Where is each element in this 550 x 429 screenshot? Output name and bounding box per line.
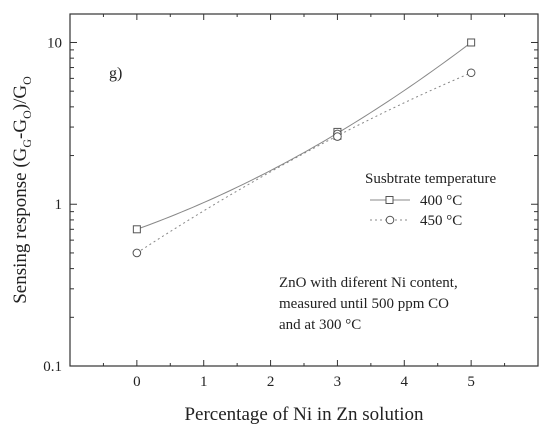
series-0-point [132, 225, 141, 234]
y-tick-label: 1 [55, 197, 63, 213]
legend-title: Susbtrate temperature [365, 171, 497, 187]
x-tick-label: 5 [467, 374, 475, 390]
annotation-line-1: ZnO with diferent Ni content, [279, 275, 458, 291]
y-axis-label: Sensing response (GG-GO)/GO [10, 76, 34, 304]
y-label-part-1: Sensing response (G [10, 147, 31, 303]
y-label-part-3: )/G [10, 85, 31, 111]
series-1-curve [136, 72, 472, 254]
series-1-point [466, 68, 476, 78]
plot-frame [69, 13, 539, 367]
x-tick-label: 1 [200, 374, 208, 390]
y-label-sub-3: O [20, 76, 34, 85]
y-label-sub-1: G [20, 139, 34, 148]
x-tick-label: 0 [133, 374, 141, 390]
annotation: ZnO with diferent Ni content, measured u… [279, 275, 458, 333]
legend-marker-400 [385, 196, 394, 204]
series-1-point [132, 248, 142, 258]
panel-label: g) [109, 65, 122, 82]
y-label-part-2: -G [10, 119, 31, 139]
annotation-line-3: and at 300 °C [279, 317, 361, 333]
fit-curves [136, 42, 472, 254]
x-axis-label: Percentage of Ni in Zn solution [184, 404, 424, 425]
x-tick-label: 3 [334, 374, 342, 390]
series-0-point [467, 38, 476, 47]
x-tick-label: 2 [267, 374, 275, 390]
annotation-line-2: measured until 500 ppm CO [279, 296, 449, 312]
series-1-point [333, 132, 342, 141]
legend-label-400: 400 °C [420, 193, 462, 209]
series-0-curve [136, 42, 472, 230]
y-tick-label: 0.1 [43, 359, 62, 375]
data-markers [132, 38, 476, 258]
y-label-sub-2: O [20, 110, 34, 119]
axis-ticks: 0 1 2 3 4 5 0.1 1 10 [43, 14, 538, 390]
x-tick-label: 4 [401, 374, 409, 390]
legend-marker-450 [385, 215, 395, 225]
legend-label-450: 450 °C [420, 213, 462, 229]
y-tick-label: 10 [47, 35, 62, 51]
legend: Susbtrate temperature 400 °C 450 °C [365, 171, 497, 229]
